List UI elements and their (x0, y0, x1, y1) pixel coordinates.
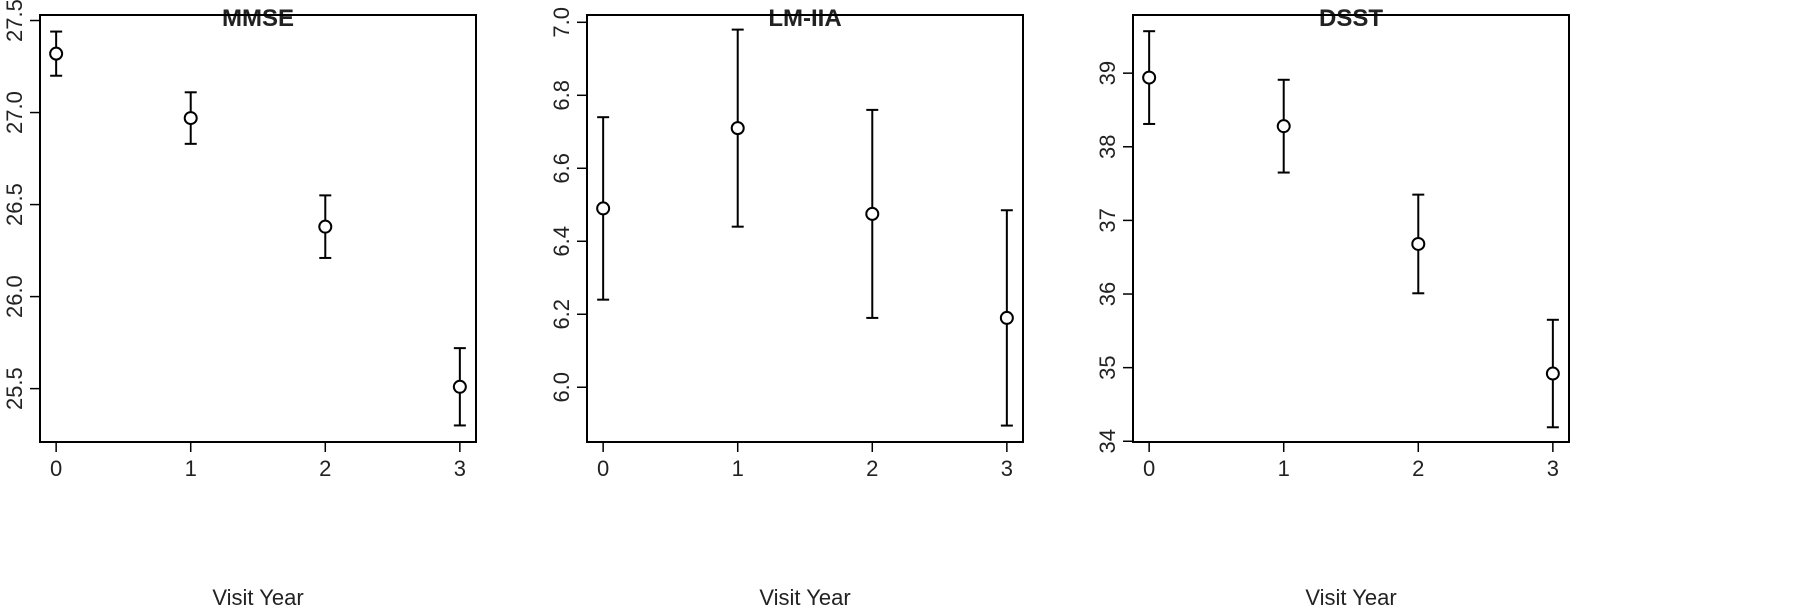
point (1545, 366, 1560, 381)
point (1411, 236, 1426, 251)
y-tick-label: 35 (1095, 355, 1120, 379)
y-tick-label: 36 (1095, 282, 1120, 306)
y-tick-label: 34 (1095, 429, 1120, 453)
chart-title: DSST (1319, 5, 1383, 32)
point (318, 219, 333, 234)
x-tick-label: 3 (1001, 456, 1013, 481)
x-tick-label: 1 (732, 456, 744, 481)
chart-title: LM-IIA (768, 5, 841, 32)
point (999, 310, 1014, 325)
x-tick-label: 0 (1143, 456, 1155, 481)
point (452, 379, 467, 394)
y-tick-label: 6.0 (549, 372, 574, 403)
point (49, 46, 64, 61)
x-tick-label: 0 (597, 456, 609, 481)
x-tick-label: 3 (454, 456, 466, 481)
plot-frame (1132, 14, 1570, 443)
y-tick-label: 26.0 (2, 275, 27, 318)
x-tick-label: 3 (1547, 456, 1559, 481)
point (865, 206, 880, 221)
y-tick-label: 27.0 (2, 91, 27, 134)
y-tick-label: 27.5 (2, 0, 27, 42)
y-tick-label: 38 (1095, 135, 1120, 159)
y-tick-label: 7.0 (549, 7, 574, 38)
y-tick-label: 6.6 (549, 153, 574, 184)
chart-title: MMSE (222, 5, 294, 32)
x-axis-label: Visit Year (212, 585, 303, 610)
y-tick-label: 37 (1095, 208, 1120, 232)
x-tick-label: 0 (50, 456, 62, 481)
panel: LM-IIA 6.0 6.2 6.4 6.6 6.8 7.0 0 1 2 3 Visit Year (549, 5, 1024, 610)
plot-frame (586, 14, 1024, 443)
x-tick-label: 1 (185, 456, 197, 481)
panel: MMSE 25.5 26.0 26.5 27.0 27.5 0 1 2 3 Visit Year (2, 0, 477, 610)
x-axis-label: Visit Year (759, 585, 850, 610)
point (1276, 119, 1291, 134)
x-tick-label: 2 (1412, 456, 1424, 481)
y-tick-label: 6.8 (549, 80, 574, 111)
point (1142, 70, 1157, 85)
point (183, 111, 198, 126)
x-axis-label: Visit Year (1305, 585, 1396, 610)
point (596, 201, 611, 216)
y-tick-label: 6.2 (549, 299, 574, 330)
x-tick-label: 2 (319, 456, 331, 481)
y-tick-label: 26.5 (2, 183, 27, 226)
x-tick-label: 1 (1278, 456, 1290, 481)
plot-frame (39, 14, 477, 443)
panel: DSST 34 35 36 37 38 39 0 1 2 3 Visit Year (1095, 5, 1570, 610)
x-tick-label: 2 (866, 456, 878, 481)
y-tick-label: 6.4 (549, 226, 574, 257)
y-tick-label: 25.5 (2, 367, 27, 410)
y-tick-label: 39 (1095, 61, 1120, 85)
point (730, 121, 745, 136)
